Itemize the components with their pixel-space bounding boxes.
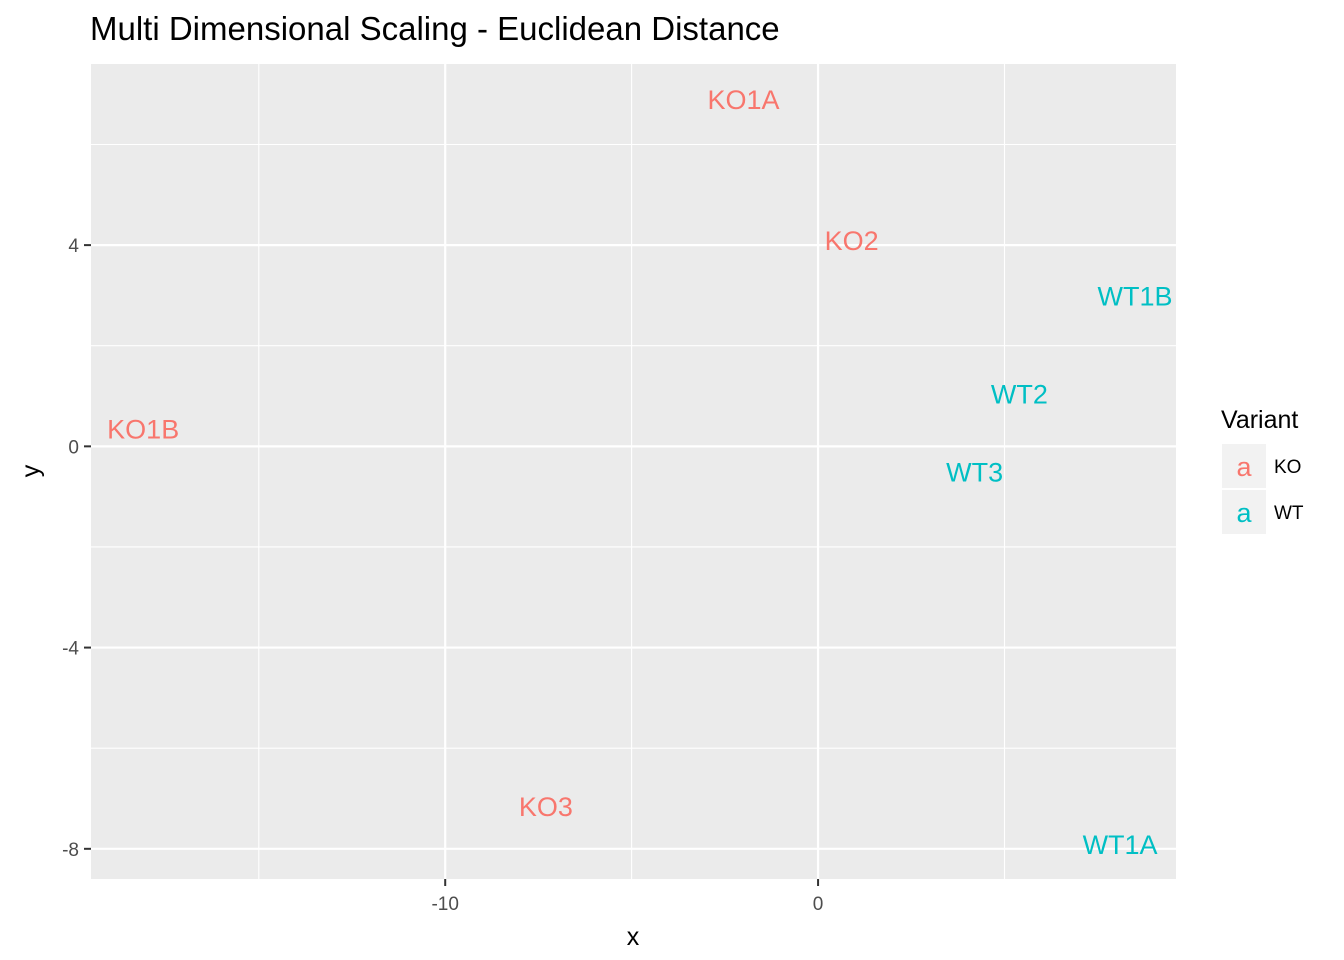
- y-axis-ticks: -8 -4 0 4: [62, 236, 91, 861]
- point-label-ko2: KO2: [825, 226, 879, 256]
- x-tick-label: 0: [813, 894, 824, 915]
- chart-title: Multi Dimensional Scaling - Euclidean Di…: [90, 10, 780, 47]
- legend-item-wt: a WT: [1222, 490, 1304, 534]
- minor-gridlines: [91, 64, 1176, 879]
- legend-key-glyph: a: [1236, 452, 1252, 482]
- point-label-ko1a: KO1A: [707, 85, 779, 115]
- point-label-wt2: WT2: [991, 380, 1048, 410]
- point-label-wt1b: WT1B: [1097, 281, 1172, 311]
- point-label-wt3: WT3: [946, 458, 1003, 488]
- plot-panel: [91, 64, 1176, 879]
- point-label-ko1b: KO1B: [107, 415, 179, 445]
- legend-item-ko: a KO: [1222, 444, 1301, 488]
- legend-label: WT: [1274, 503, 1304, 524]
- legend-key: [1222, 490, 1266, 534]
- legend-key-glyph: a: [1236, 498, 1252, 528]
- y-axis-title: y: [17, 464, 45, 477]
- major-gridlines: [91, 64, 1176, 879]
- x-tick-label: -10: [431, 894, 458, 915]
- point-label-wt1a: WT1A: [1083, 830, 1158, 860]
- point-label-ko3: KO3: [519, 792, 573, 822]
- legend-title: Variant: [1221, 406, 1298, 434]
- point-labels: KO1A KO2 WT1B WT2 KO1B WT3 KO3 WT1A: [107, 85, 1172, 860]
- legend: Variant a KO a WT: [1221, 406, 1304, 534]
- legend-label: KO: [1274, 457, 1301, 478]
- x-axis-ticks: -10 0: [431, 879, 823, 915]
- legend-key: [1222, 444, 1266, 488]
- x-axis-title: x: [627, 923, 640, 951]
- y-tick-label: -8: [62, 840, 79, 861]
- y-tick-label: 0: [68, 437, 79, 458]
- y-tick-label: -4: [62, 639, 79, 660]
- y-tick-label: 4: [68, 236, 79, 257]
